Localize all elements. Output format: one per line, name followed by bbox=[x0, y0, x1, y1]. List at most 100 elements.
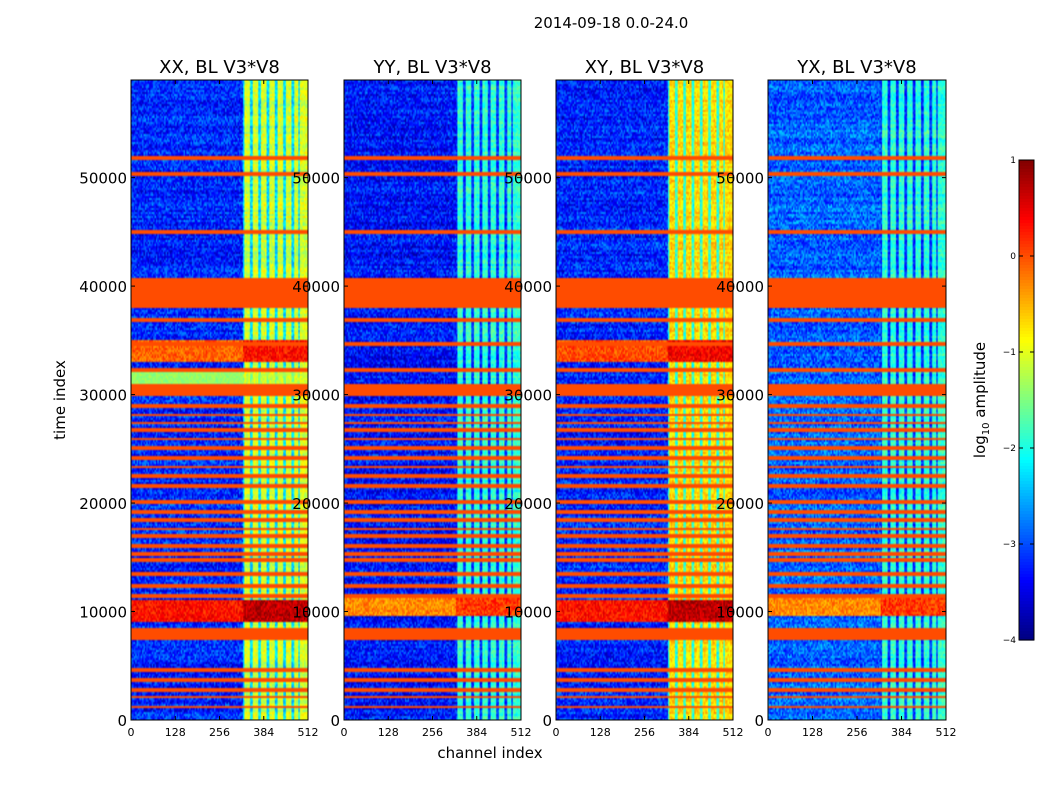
colorbar-segment bbox=[1019, 190, 1034, 194]
colorbar-segment bbox=[1019, 544, 1034, 548]
colorbar-segment bbox=[1019, 355, 1034, 359]
y-tick-label: 30000 bbox=[79, 387, 127, 405]
colorbar-segment bbox=[1019, 196, 1034, 200]
colorbar-segment bbox=[1019, 208, 1034, 212]
colorbar-segment bbox=[1019, 397, 1034, 401]
colorbar-segment bbox=[1019, 274, 1034, 278]
colorbar-segment bbox=[1019, 472, 1034, 476]
heatmap-raster bbox=[131, 80, 308, 720]
x-tick-label: 0 bbox=[553, 726, 560, 739]
x-tick-label: 0 bbox=[341, 726, 348, 739]
colorbar-segment bbox=[1019, 202, 1034, 206]
colorbar-segment bbox=[1019, 442, 1034, 446]
colorbar-segment bbox=[1019, 502, 1034, 506]
colorbar-segment bbox=[1019, 415, 1034, 419]
colorbar-segment bbox=[1019, 223, 1034, 227]
colorbar-segment bbox=[1019, 166, 1034, 170]
colorbar-segment bbox=[1019, 295, 1034, 299]
x-tick-label: 128 bbox=[802, 726, 823, 739]
colorbar-segment bbox=[1019, 487, 1034, 491]
colorbar-segment bbox=[1019, 364, 1034, 368]
colorbar-segment bbox=[1019, 205, 1034, 209]
colorbar-segment bbox=[1019, 535, 1034, 539]
colorbar-segment bbox=[1019, 241, 1034, 245]
y-tick-label: 50000 bbox=[504, 170, 552, 188]
colorbar-segment bbox=[1019, 595, 1034, 599]
colorbar-segment bbox=[1019, 178, 1034, 182]
x-tick-label: 256 bbox=[847, 726, 868, 739]
colorbar-tick-label: −3 bbox=[1003, 540, 1016, 550]
y-tick-label: 20000 bbox=[79, 495, 127, 513]
colorbar-segment bbox=[1019, 493, 1034, 497]
colorbar-segment bbox=[1019, 175, 1034, 179]
panel: XX, BL V3*V8 0 128 256 384 512 0 10000 20000 300… bbox=[79, 57, 318, 739]
colorbar-segment bbox=[1019, 424, 1034, 428]
panel-title: YX, BL V3*V8 bbox=[796, 57, 916, 78]
y-tick-label: 50000 bbox=[79, 170, 127, 188]
colorbar-segment bbox=[1019, 346, 1034, 350]
heatmap-image bbox=[344, 80, 521, 720]
colorbar-segment bbox=[1019, 598, 1034, 602]
colorbar-segment bbox=[1019, 619, 1034, 623]
colorbar-segment bbox=[1019, 337, 1034, 341]
colorbar-segment bbox=[1019, 454, 1034, 458]
colorbar-segment bbox=[1019, 496, 1034, 500]
colorbar-tick-label: −4 bbox=[1003, 636, 1017, 646]
colorbar-segment bbox=[1019, 370, 1034, 374]
y-tick-label: 30000 bbox=[716, 387, 764, 405]
colorbar-segment bbox=[1019, 361, 1034, 365]
colorbar-segment bbox=[1019, 451, 1034, 455]
colorbar-segment bbox=[1019, 211, 1034, 215]
colorbar-segment bbox=[1019, 232, 1034, 236]
y-tick-label: 10000 bbox=[292, 604, 340, 622]
colorbar-segment bbox=[1019, 319, 1034, 323]
colorbar-segment bbox=[1019, 181, 1034, 185]
y-tick-label: 30000 bbox=[504, 387, 552, 405]
colorbar-segment bbox=[1019, 217, 1034, 221]
x-tick-label: 512 bbox=[298, 726, 319, 739]
colorbar-segment bbox=[1019, 292, 1034, 296]
colorbar-segment bbox=[1019, 259, 1034, 263]
colorbar-segment bbox=[1019, 313, 1034, 317]
colorbar-segment bbox=[1019, 631, 1034, 635]
y-tick-label: 20000 bbox=[716, 495, 764, 513]
panel: YY, BL V3*V8 0 128 256 384 512 0 10000 20000 300… bbox=[292, 57, 531, 739]
colorbar-tick-label: −2 bbox=[1003, 444, 1016, 454]
colorbar-segment bbox=[1019, 160, 1034, 164]
y-tick-label: 10000 bbox=[79, 604, 127, 622]
colorbar-segment bbox=[1019, 238, 1034, 242]
colorbar-segment bbox=[1019, 532, 1034, 536]
colorbar-label-main: log bbox=[971, 435, 989, 458]
colorbar-segment bbox=[1019, 358, 1034, 362]
colorbar-segment bbox=[1019, 388, 1034, 392]
colorbar-segment bbox=[1019, 199, 1034, 203]
y-tick-label: 40000 bbox=[79, 278, 127, 296]
colorbar-segment bbox=[1019, 376, 1034, 380]
colorbar-segment bbox=[1019, 556, 1034, 560]
colorbar-segment bbox=[1019, 529, 1034, 533]
colorbar-segment bbox=[1019, 373, 1034, 377]
x-tick-label: 256 bbox=[209, 726, 230, 739]
colorbar-segment bbox=[1019, 325, 1034, 329]
colorbar-segment bbox=[1019, 193, 1034, 197]
colorbar-segment bbox=[1019, 418, 1034, 422]
panel-title: XY, BL V3*V8 bbox=[585, 57, 704, 78]
colorbar-segment bbox=[1019, 490, 1034, 494]
colorbar-segment bbox=[1019, 331, 1034, 335]
colorbar-segment bbox=[1019, 307, 1034, 311]
x-tick-label: 512 bbox=[511, 726, 532, 739]
x-tick-label: 384 bbox=[678, 726, 699, 739]
colorbar-segment bbox=[1019, 268, 1034, 272]
colorbar-segment bbox=[1019, 352, 1034, 356]
colorbar-segment bbox=[1019, 484, 1034, 488]
figure-suptitle: 2014-09-18 0.0-24.0 bbox=[534, 14, 689, 32]
x-tick-label: 128 bbox=[378, 726, 399, 739]
x-tick-label: 128 bbox=[165, 726, 186, 739]
colorbar-segment bbox=[1019, 601, 1034, 605]
x-tick-label: 256 bbox=[634, 726, 655, 739]
colorbar-segment bbox=[1019, 613, 1034, 617]
colorbar-segment bbox=[1019, 541, 1034, 545]
colorbar-segment bbox=[1019, 421, 1034, 425]
colorbar-segment bbox=[1019, 379, 1034, 383]
colorbar-segment bbox=[1019, 406, 1034, 410]
